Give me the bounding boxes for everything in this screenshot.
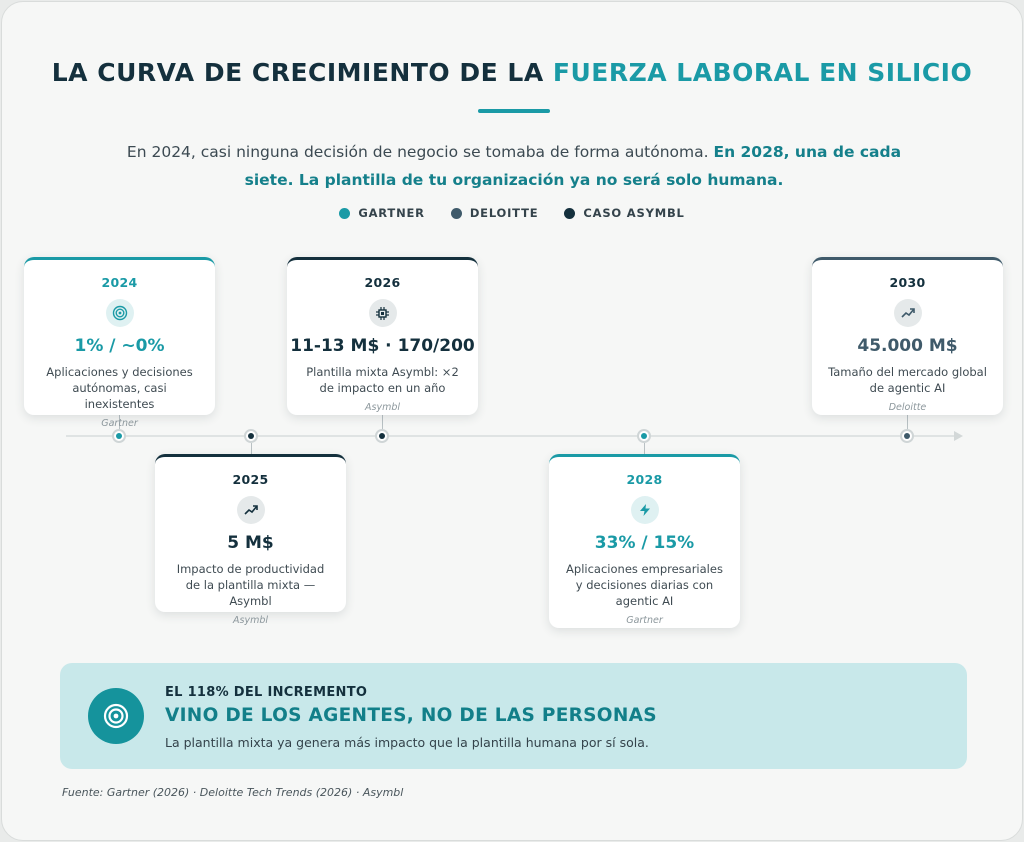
legend-item-deloitte: DELOITTE: [450, 206, 539, 220]
timeline-marker-2024: [112, 429, 126, 443]
trending-up-icon: [236, 496, 265, 524]
milestone-source: Asymbl: [233, 615, 268, 626]
milestone-description: Tamaño del mercado global de agentic AI: [828, 365, 987, 395]
legend-label: DELOITTE: [469, 206, 539, 220]
legend-dot: [450, 207, 462, 219]
milestone-card-2025: 2025 5 M$ Impacto de productividad de la…: [155, 454, 346, 626]
milestone-description: Aplicaciones y decisiones autónomas, cas…: [46, 365, 193, 411]
stem-2024: [119, 414, 120, 430]
stem-2026: [382, 414, 383, 430]
chip-icon: [368, 299, 397, 327]
milestone-year: 2030: [889, 275, 926, 290]
legend-dot: [339, 207, 351, 219]
stem-2030: [907, 414, 908, 430]
timeline-marker-2026: [375, 429, 389, 443]
milestone-card-2030: 2030 45.000 M$ Tamaño del mercado global…: [812, 257, 1003, 415]
stem-2028: [644, 443, 645, 457]
intro-plain: En 2024, casi ninguna decisión de negoci…: [126, 143, 714, 161]
intro-strong: En 2028, una de cada siete. La plantilla…: [244, 143, 902, 189]
title-main: LA CURVA DE CRECIMIENTO DE LA: [51, 58, 553, 87]
title-underline: [478, 109, 550, 113]
stem-2025: [251, 443, 252, 457]
callout-headline: VINO DE LOS AGENTES, NO DE LAS PERSONAS: [165, 705, 657, 726]
target-icon: [105, 299, 134, 327]
milestone-source: Gartner: [626, 615, 663, 626]
milestone-year: 2025: [232, 472, 269, 487]
milestone-year: 2026: [364, 275, 401, 290]
callout-text: La plantilla mixta ya genera más impacto…: [165, 735, 649, 750]
milestone-value: 11-13 M$ · 170/200: [290, 336, 475, 356]
timeline-marker-2025: [244, 429, 258, 443]
milestone-source: Asymbl: [365, 402, 400, 413]
timeline-arrow-icon: [954, 431, 963, 441]
milestone-value: 1% / ~0%: [74, 336, 165, 356]
legend-label: GARTNER: [358, 206, 425, 220]
milestone-year: 2024: [101, 275, 138, 290]
lightning-icon: [630, 496, 659, 524]
milestone-card-2024: 2024 1% / ~0% Aplicaciones y decisiones …: [24, 257, 215, 429]
timeline-axis: [66, 435, 956, 437]
legend-dot: [564, 207, 576, 219]
milestone-description: Aplicaciones empresariales y decisiones …: [566, 562, 723, 608]
milestone-value: 45.000 M$: [857, 336, 958, 356]
milestone-description: Impacto de productividad de la plantilla…: [176, 562, 325, 608]
timeline-marker-2030: [900, 429, 914, 443]
insight-callout: EL 118% DEL INCREMENTO VINO DE LOS AGENT…: [60, 663, 967, 769]
milestone-value: 33% / 15%: [594, 533, 695, 553]
target-icon: [88, 688, 144, 744]
milestone-value: 5 M$: [227, 533, 274, 553]
intro-text: En 2024, casi ninguna decisión de negoci…: [102, 138, 926, 194]
legend-label: CASO ASYMBL: [583, 206, 685, 220]
milestone-card-2026: 2026 11-13 M$ · 170/200 Plantilla mixta …: [287, 257, 478, 415]
legend-item-asymbl: CASO ASYMBL: [564, 206, 684, 220]
title-accent: FUERZA LABORAL EN SILICIO: [552, 58, 973, 87]
milestone-description: Plantilla mixta Asymbl: ×2 de impacto en…: [306, 365, 459, 395]
legend-item-gartner: GARTNER: [339, 206, 424, 220]
callout-kicker: EL 118% DEL INCREMENTO: [165, 685, 368, 700]
milestone-source: Deloitte: [888, 402, 927, 413]
milestone-year: 2028: [626, 472, 663, 487]
source-note: Fuente: Gartner (2026) · Deloitte Tech T…: [62, 786, 404, 799]
timeline-marker-2028: [637, 429, 651, 443]
trending-up-icon: [893, 299, 922, 327]
legend: GARTNER DELOITTE CASO ASYMBL: [2, 206, 1022, 220]
milestone-card-2028: 2028 33% / 15% Aplicaciones empresariale…: [549, 454, 740, 628]
page-title: LA CURVA DE CRECIMIENTO DE LA FUERZA LAB…: [2, 58, 1022, 87]
milestone-source: Gartner: [101, 418, 138, 429]
